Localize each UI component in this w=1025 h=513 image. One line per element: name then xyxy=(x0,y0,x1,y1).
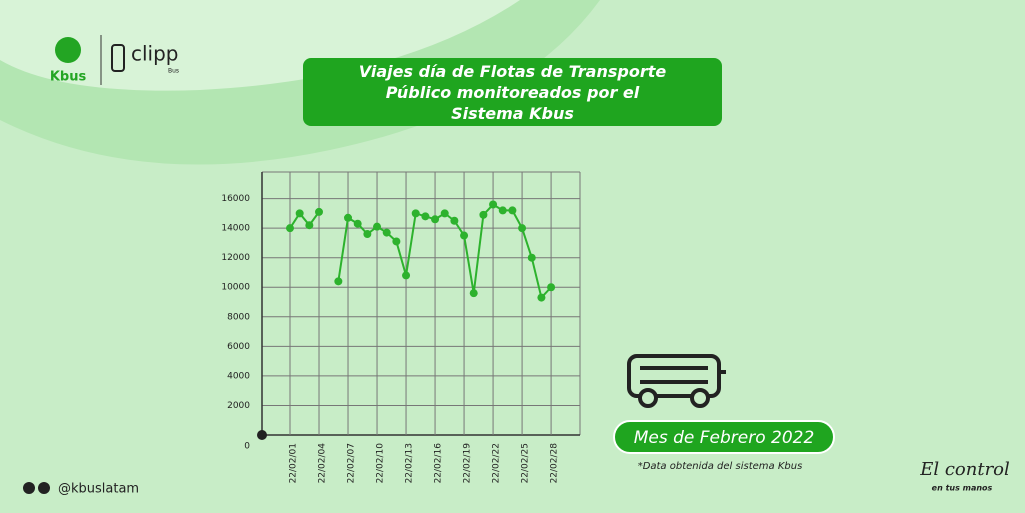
y-tick-label: 6000 xyxy=(227,342,250,352)
point xyxy=(421,212,430,221)
point xyxy=(315,207,324,216)
point xyxy=(286,224,294,233)
point xyxy=(547,283,556,292)
x-tick-label: 22/02/25 xyxy=(521,443,531,483)
clipp-logo xyxy=(111,44,125,72)
point xyxy=(305,221,314,230)
origin-dot xyxy=(257,430,267,440)
point xyxy=(382,228,391,237)
bus-icon xyxy=(627,354,726,408)
point xyxy=(353,219,362,228)
point xyxy=(402,271,411,280)
y-tick-label: 12000 xyxy=(221,253,250,263)
x-tick-label: 22/02/19 xyxy=(463,443,473,484)
clipp-text: clipp xyxy=(131,42,179,66)
point xyxy=(334,277,343,286)
y-tick-label: 2000 xyxy=(227,401,250,411)
slogan: El control xyxy=(919,459,1010,480)
chart-title: Viajes día de Flotas de Transporte Públi… xyxy=(358,61,667,123)
handle: @kbuslatam xyxy=(58,482,139,497)
point xyxy=(363,230,372,239)
title-wrap: Viajes día de Flotas de Transporte Públi… xyxy=(358,61,667,123)
point xyxy=(469,289,478,298)
point xyxy=(479,210,488,219)
y-tick-label: 4000 xyxy=(227,371,250,381)
point xyxy=(373,222,382,231)
fb-icon xyxy=(23,482,35,494)
x-tick-label: 22/02/16 xyxy=(434,443,444,484)
x-tick-label: 22/02/13 xyxy=(405,443,415,483)
point xyxy=(518,224,527,233)
point xyxy=(508,206,517,215)
point xyxy=(295,209,304,218)
y-tick-label: 0 xyxy=(244,442,250,452)
x-tick-label: 22/02/10 xyxy=(376,443,386,484)
point xyxy=(460,231,469,240)
slogan-sub: en tus manos xyxy=(932,484,993,493)
point xyxy=(489,200,498,209)
x-tick-label: 22/02/07 xyxy=(347,443,357,483)
source: *Data obtenida del sistema Kbus xyxy=(638,461,803,472)
point xyxy=(537,293,546,302)
x-tick-label: 22/02/04 xyxy=(318,443,328,484)
bg-arc-light xyxy=(0,0,520,91)
clipp-sub: Bus xyxy=(168,68,179,75)
point xyxy=(431,215,440,224)
y-tick-label: 10000 xyxy=(221,283,250,293)
x-tick-label: 22/02/28 xyxy=(550,443,560,484)
point xyxy=(411,209,420,218)
y-tick-label: 8000 xyxy=(227,312,250,322)
point xyxy=(498,206,507,215)
point xyxy=(344,213,353,222)
title-box xyxy=(303,58,722,126)
kbus-text: Kbus xyxy=(50,70,87,85)
period-pill xyxy=(613,420,835,454)
y-tick-label: 16000 xyxy=(221,194,250,204)
kbus-logo xyxy=(55,37,81,63)
period: Mes de Febrero 2022 xyxy=(634,428,815,448)
x-tick-label: 22/02/01 xyxy=(289,443,299,483)
series-line xyxy=(289,211,320,229)
tw-icon xyxy=(38,482,50,494)
point xyxy=(527,253,536,262)
x-tick-label: 22/02/22 xyxy=(492,443,502,483)
point xyxy=(450,216,459,225)
y-tick-label: 14000 xyxy=(221,224,250,234)
point xyxy=(392,237,401,246)
point xyxy=(440,209,449,218)
